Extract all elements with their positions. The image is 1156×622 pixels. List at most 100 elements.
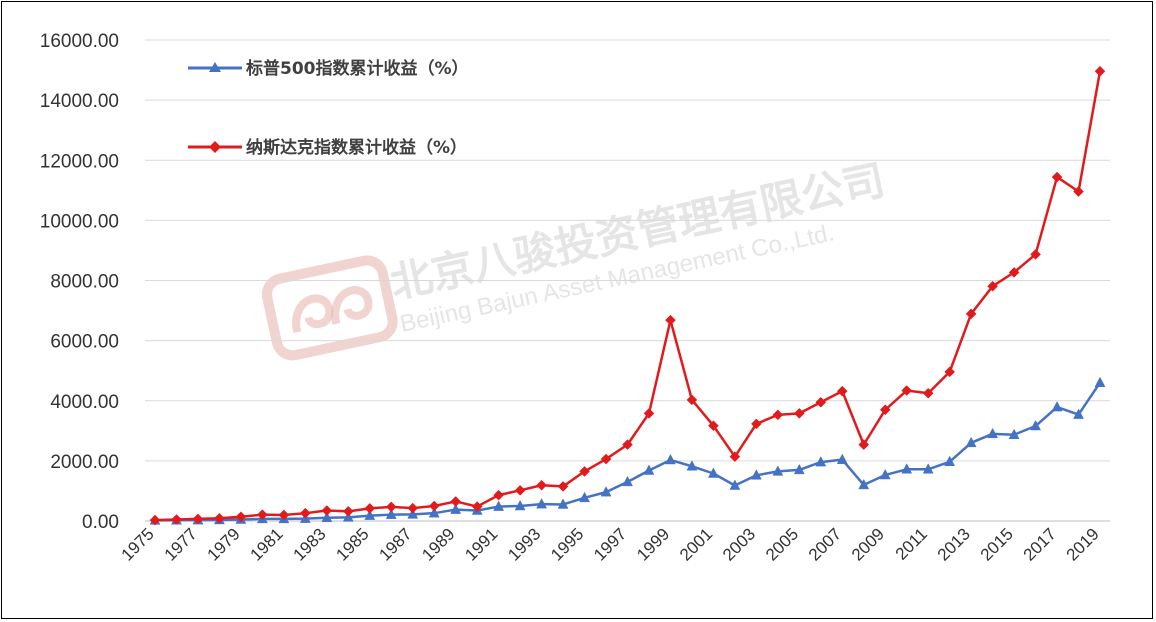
data-point (1008, 428, 1020, 439)
x-tick-label: 1977 (161, 524, 201, 564)
data-point (815, 456, 827, 467)
data-point (385, 508, 397, 519)
x-tick-label: 1989 (418, 524, 458, 564)
x-tick-label: 2007 (805, 524, 845, 564)
data-point (1073, 186, 1084, 197)
x-tick-label: 2013 (934, 524, 974, 564)
data-point (192, 513, 204, 525)
data-point (836, 453, 848, 464)
data-point (901, 463, 913, 474)
data-point (622, 439, 633, 450)
data-point (944, 455, 956, 467)
x-tick-label: 1991 (461, 524, 501, 564)
y-tick-label: 4000.00 (50, 392, 119, 413)
data-point (793, 463, 805, 475)
legend-label-nasdaq: 纳斯达克指数累计收益（%） (246, 137, 467, 158)
data-point (450, 496, 462, 507)
x-tick-label: 1983 (289, 524, 329, 564)
data-point (901, 385, 913, 396)
data-point (321, 511, 333, 522)
data-point (557, 498, 569, 509)
series-layer (149, 65, 1106, 526)
data-point (557, 481, 569, 492)
x-axis: 1975 1977 1979 1981 1983 1985 1987 1989 1991 1993… (118, 524, 1103, 564)
data-point (407, 502, 419, 514)
data-point (1030, 248, 1041, 260)
legend-marker-nasdaq (209, 141, 221, 153)
data-point (1094, 65, 1106, 77)
data-point (707, 467, 719, 478)
y-tick-label: 14000.00 (40, 91, 119, 112)
y-tick-label: 10000.00 (40, 211, 119, 232)
data-point (364, 509, 376, 520)
data-point (686, 460, 698, 471)
legend-label-sp500: 标普500指数累计收益（%） (246, 58, 469, 79)
data-point (1051, 401, 1063, 412)
data-point (879, 468, 891, 480)
data-point (171, 514, 182, 525)
series-sp500 (149, 376, 1106, 525)
y-tick-label: 12000.00 (40, 151, 119, 172)
data-point (364, 503, 376, 514)
watermark: 北京八骏投资管理有限公司 Beijing Bajun Asset Managem… (261, 155, 889, 361)
data-point (342, 506, 354, 517)
data-point (965, 308, 977, 320)
data-point (622, 475, 633, 487)
y-axis: 0.00 2000.00 4000.00 6000.00 8000.00 10000.00… (40, 31, 119, 533)
data-point (879, 404, 891, 416)
data-point (257, 509, 268, 521)
data-point (1008, 267, 1020, 278)
data-point (149, 514, 161, 526)
data-point (299, 507, 311, 519)
x-tick-label: 1985 (332, 524, 372, 564)
data-point (815, 396, 827, 408)
y-tick-label: 0.00 (82, 512, 119, 533)
gridlines (145, 39, 1110, 522)
data-point (536, 479, 547, 491)
x-tick-label: 2005 (762, 524, 802, 564)
data-point (793, 408, 805, 419)
data-point (428, 500, 440, 512)
x-tick-label: 2001 (676, 524, 716, 564)
data-point (514, 484, 526, 496)
data-point (493, 489, 504, 501)
x-tick-label: 1995 (547, 524, 587, 564)
y-tick-label: 8000.00 (50, 272, 119, 293)
data-point (493, 500, 505, 511)
legend-item-sp500: 标普500指数累计收益（%） (188, 58, 469, 79)
x-tick-label: 2019 (1063, 524, 1103, 564)
data-point (428, 507, 440, 518)
data-point (858, 439, 870, 450)
x-tick-label: 1993 (504, 524, 544, 564)
data-point (471, 501, 483, 512)
legend-marker-sp500 (209, 62, 221, 72)
data-point (665, 453, 676, 465)
y-tick-label: 2000.00 (50, 452, 119, 473)
data-point (407, 508, 419, 519)
data-point (729, 451, 741, 463)
x-tick-label: 2015 (977, 524, 1017, 564)
series-nasdaq (149, 65, 1106, 526)
x-tick-label: 1975 (118, 524, 158, 564)
company-logo (261, 255, 398, 361)
data-point (750, 469, 762, 480)
x-tick-label: 1979 (204, 524, 244, 564)
data-point (836, 385, 848, 397)
data-point (450, 503, 462, 514)
data-point (665, 314, 676, 326)
legend: 标普500指数累计收益（%） 纳斯达克指数累计收益（%） (188, 58, 469, 158)
data-point (600, 453, 612, 465)
data-point (1051, 171, 1063, 183)
x-tick-label: 1981 (247, 524, 287, 564)
y-tick-label: 6000.00 (50, 332, 119, 353)
data-point (643, 408, 655, 419)
x-tick-label: 2017 (1020, 524, 1060, 564)
x-tick-label: 2009 (848, 524, 888, 564)
data-point (1094, 376, 1106, 387)
data-point (858, 478, 870, 490)
data-point (1073, 408, 1084, 419)
legend-item-nasdaq: 纳斯达克指数累计收益（%） (188, 137, 467, 158)
data-point (965, 436, 977, 448)
